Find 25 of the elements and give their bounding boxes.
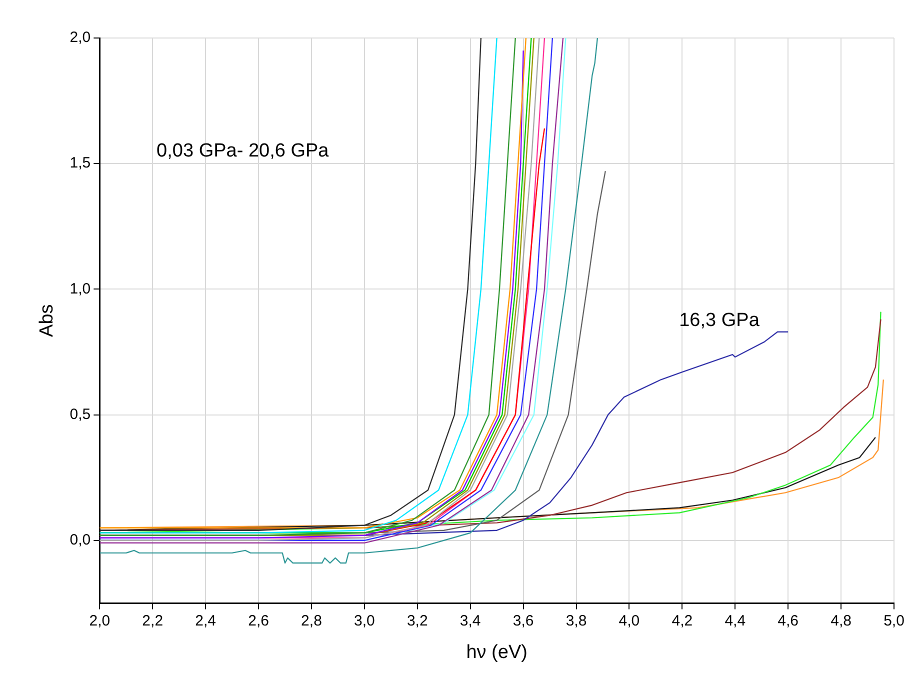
- x-tick-label: 4,0: [618, 612, 640, 630]
- y-tick-label: 1,0: [70, 280, 91, 298]
- x-tick-label: 3,0: [354, 612, 375, 630]
- x-tick-label: 3,6: [512, 612, 534, 630]
- x-tick-label: 4,2: [672, 612, 693, 630]
- x-tick-label: 2,0: [89, 612, 110, 630]
- x-tick-label: 5,0: [884, 612, 904, 630]
- x-tick-label: 4,8: [830, 612, 852, 630]
- y-tick-label: 2,0: [70, 29, 91, 46]
- x-tick-label: 2,6: [248, 612, 269, 630]
- x-tick-label: 3,4: [460, 612, 481, 630]
- x-tick-label: 2,2: [142, 612, 164, 630]
- y-tick-label: 0,0: [70, 532, 91, 549]
- x-tick-label: 2,4: [195, 612, 216, 630]
- y-axis-title: Abs: [36, 304, 58, 337]
- x-tick-label: 3,2: [406, 612, 428, 630]
- x-tick-label: 4,4: [724, 612, 746, 630]
- y-tick-label: 1,5: [70, 154, 91, 172]
- annotation: 0,03 GPa- 20,6 GPa: [156, 140, 330, 162]
- y-tick-label: 0,5: [70, 406, 91, 423]
- x-tick-label: 2,8: [301, 612, 322, 630]
- x-tick-label: 3,8: [566, 612, 587, 630]
- x-tick-label: 4,6: [778, 612, 799, 630]
- x-axis-title: hν (eV): [466, 642, 528, 663]
- annotation: 16,3 GPa: [679, 310, 760, 331]
